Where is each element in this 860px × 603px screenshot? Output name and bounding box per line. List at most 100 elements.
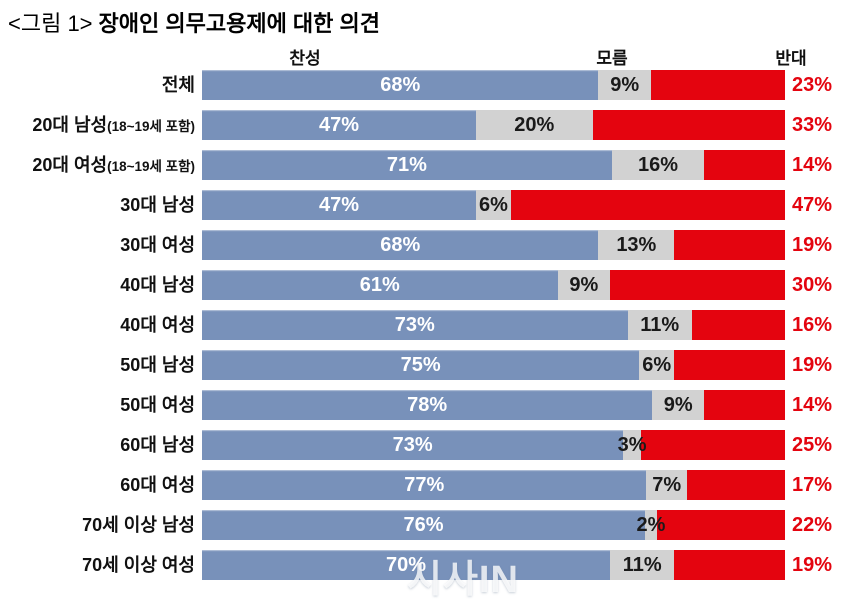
chart-row: 30대 남성 47% 6% 47% [0, 190, 860, 220]
bar-segment-unknown: 9% [557, 270, 611, 300]
bar-segment-agree: 47% [202, 110, 477, 140]
agree-value-label: 73% [394, 314, 435, 336]
chart-title-prefix: <그림 1> [8, 11, 93, 36]
bar-segment-unknown: 13% [598, 230, 675, 260]
bar-segment-oppose [704, 150, 785, 180]
unknown-value-label: 9% [663, 394, 693, 416]
category-name: 40대 남성 [120, 275, 195, 295]
category-label: 30대 남성 [0, 196, 202, 214]
column-header-agree: 찬성 [289, 49, 321, 68]
oppose-value-label: 14% [792, 154, 833, 176]
category-name: 60대 남성 [120, 435, 195, 455]
bar-segment-agree: 73% [202, 310, 628, 340]
unknown-value-label: 3% [617, 434, 647, 456]
agree-value-label: 75% [400, 354, 441, 376]
stacked-bar: 70% 11% [202, 550, 785, 580]
bar-segment-oppose [674, 350, 785, 380]
category-label: 70세 이상 남성 [0, 516, 202, 534]
category-label: 40대 남성 [0, 276, 202, 294]
bar-segment-oppose [511, 190, 786, 220]
category-name: 50대 여성 [120, 395, 195, 415]
category-note: (18~19세 포함) [107, 119, 195, 134]
bar-segment-unknown: 9% [598, 70, 651, 100]
category-name: 30대 남성 [120, 195, 195, 215]
stacked-bar: 75% 6% [202, 350, 785, 380]
category-name: 70세 이상 여성 [82, 555, 195, 575]
chart-row: 40대 남성 61% 9% 30% [0, 270, 860, 300]
bar-segment-oppose [674, 550, 785, 580]
unknown-value-label: 2% [636, 514, 666, 536]
agree-value-label: 73% [392, 434, 433, 456]
stacked-bar: 76% 2% [202, 510, 785, 540]
chart-row: 60대 여성 77% 7% 17% [0, 470, 860, 500]
bar-segment-agree: 73% [202, 430, 624, 460]
category-note: (18~19세 포함) [107, 159, 195, 174]
bar-segment-unknown: 7% [646, 470, 687, 500]
agree-value-label: 68% [380, 234, 421, 256]
stacked-bar: 77% 7% [202, 470, 785, 500]
bar-segment-agree: 78% [202, 390, 653, 420]
bar-segment-oppose [592, 110, 785, 140]
category-label: 20대 여성(18~19세 포함) [0, 156, 202, 174]
stacked-bar: 61% 9% [202, 270, 785, 300]
bar-segment-unknown: 9% [652, 390, 705, 420]
column-header-unknown: 모름 [596, 49, 628, 68]
agree-value-label: 70% [386, 554, 427, 576]
stacked-bar: 73% 11% [202, 310, 785, 340]
stacked-bar: 47% 20% [202, 110, 785, 140]
agree-value-label: 47% [318, 194, 360, 216]
bar-segment-oppose [610, 270, 785, 300]
category-name: 전체 [161, 75, 195, 95]
bar-segment-agree: 76% [202, 510, 646, 540]
bar-segment-oppose [656, 510, 785, 540]
bar-segment-unknown: 11% [610, 550, 675, 580]
unknown-value-label: 16% [637, 154, 679, 176]
bar-segment-unknown: 6% [476, 190, 511, 220]
oppose-value-label: 16% [792, 314, 833, 336]
category-label: 70세 이상 여성 [0, 556, 202, 574]
unknown-value-label: 13% [616, 234, 657, 256]
oppose-value-label: 19% [792, 554, 833, 576]
chart-row: 70세 이상 남성 76% 2% 22% [0, 510, 860, 540]
agree-value-label: 77% [404, 474, 445, 496]
category-label: 50대 남성 [0, 356, 202, 374]
bar-segment-oppose [686, 470, 785, 500]
chart-row: 50대 남성 75% 6% 19% [0, 350, 860, 380]
chart-row: 60대 남성 73% 3% 25% [0, 430, 860, 460]
category-name: 50대 남성 [120, 355, 195, 375]
category-name: 70세 이상 남성 [82, 515, 195, 535]
bar-segment-agree: 70% [202, 550, 611, 580]
category-name: 20대 여성 [32, 155, 108, 175]
chart-title-main: 장애인 의무고용제에 대한 의견 [98, 11, 380, 36]
stacked-bar: 78% 9% [202, 390, 785, 420]
bar-segment-oppose [691, 310, 785, 340]
stacked-bar: 47% 6% [202, 190, 786, 220]
bar-segment-agree: 75% [202, 350, 640, 380]
bar-segment-oppose [640, 430, 785, 460]
oppose-value-label: 33% [792, 114, 833, 136]
unknown-value-label: 9% [610, 74, 640, 96]
unknown-value-label: 11% [640, 314, 680, 336]
stacked-bar: 68% 13% [202, 230, 785, 260]
stacked-bar: 68% 9% [202, 70, 785, 100]
oppose-value-label: 14% [792, 394, 833, 416]
chart-row: 20대 남성(18~19세 포함) 47% 20% 33% [0, 110, 860, 140]
category-label: 20대 남성(18~19세 포함) [0, 116, 202, 134]
bar-segment-unknown: 11% [627, 310, 692, 340]
agree-value-label: 47% [318, 114, 360, 136]
chart-row: 70세 이상 여성 70% 11% 19% [0, 550, 860, 580]
bar-segment-unknown: 3% [618, 430, 646, 460]
category-name: 20대 남성 [32, 115, 108, 135]
oppose-value-label: 19% [792, 354, 833, 376]
unknown-value-label: 7% [652, 474, 682, 496]
bar-segment-agree: 61% [202, 270, 558, 300]
bar-segment-unknown: 16% [611, 150, 705, 180]
unknown-value-label: 6% [642, 354, 672, 376]
unknown-value-label: 11% [622, 554, 662, 576]
oppose-value-label: 23% [792, 74, 833, 96]
unknown-value-label: 6% [479, 194, 508, 216]
stacked-bar: 73% 3% [202, 430, 785, 460]
oppose-value-label: 25% [792, 434, 833, 456]
unknown-value-label: 20% [514, 114, 555, 136]
